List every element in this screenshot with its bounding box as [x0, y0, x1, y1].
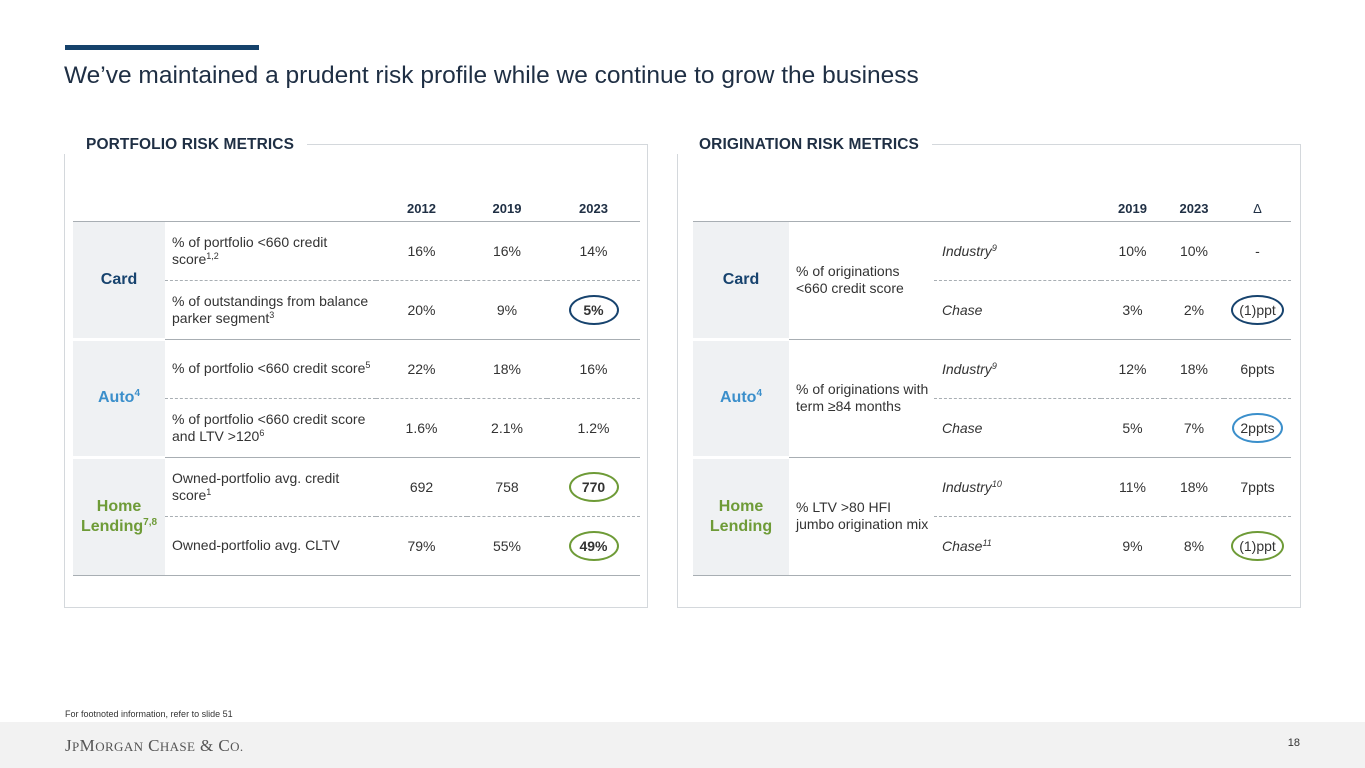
origination-header-row: 2019 2023 ∆	[693, 197, 1291, 222]
year-header: 2023	[1164, 197, 1224, 222]
value-cell: 20%	[376, 280, 467, 340]
metric-label: Owned-portfolio avg. credit score1	[165, 457, 376, 517]
metric-label: % of portfolio <660 credit score1,2	[165, 221, 376, 281]
value-cell: 9%	[467, 280, 547, 340]
metric-label: % LTV >80 HFI jumbo origination mix	[789, 457, 934, 576]
value-cell: 5%	[1101, 398, 1164, 458]
delta-cell: 6ppts	[1224, 339, 1291, 399]
year-header: 2019	[1101, 197, 1164, 222]
value-cell: 770	[547, 457, 640, 517]
value-cell: 11%	[1101, 457, 1164, 517]
category-card: Card	[73, 221, 165, 341]
origination-panel-title: ORIGINATION RISK METRICS	[677, 136, 932, 154]
table-row: Chase 5% 7% 2ppts	[693, 398, 1291, 458]
value-cell: 16%	[467, 221, 547, 281]
highlight-circle: (1)ppt	[1231, 530, 1284, 561]
table-row: Auto4 % of portfolio <660 credit score5 …	[73, 339, 640, 459]
source-label: Chase11	[934, 516, 1101, 576]
value-cell: 1.2%	[547, 398, 640, 458]
value-cell: 7%	[1164, 398, 1224, 458]
value-cell: 49%	[547, 516, 640, 576]
metric-label: % of portfolio <660 credit score and LTV…	[165, 398, 376, 458]
value-cell: 2%	[1164, 280, 1224, 340]
table-row: Auto4 % of originations with term ≥84 mo…	[693, 339, 1291, 459]
value-cell: 14%	[547, 221, 640, 281]
portfolio-risk-table: 2012 2019 2023 Card % of portfolio <660 …	[73, 197, 640, 576]
source-label: Chase	[934, 280, 1101, 340]
highlight-circle: 770	[568, 471, 619, 502]
delta-cell: (1)ppt	[1224, 280, 1291, 340]
table-row: Owned-portfolio avg. CLTV 79% 55% 49%	[73, 516, 640, 576]
portfolio-risk-panel: PORTFOLIO RISK METRICS 2012 2019 2023 Ca…	[64, 136, 648, 608]
highlight-circle: 2ppts	[1232, 412, 1283, 443]
table-row: % of portfolio <660 credit score and LTV…	[73, 398, 640, 458]
source-label: Chase	[934, 398, 1101, 458]
title-accent-bar	[65, 45, 259, 50]
value-cell: 10%	[1164, 221, 1224, 281]
delta-header: ∆	[1224, 197, 1291, 222]
source-label: Industry9	[934, 339, 1101, 399]
category-auto: Auto4	[693, 339, 789, 459]
value-cell: 2.1%	[467, 398, 547, 458]
value-cell: 8%	[1164, 516, 1224, 576]
value-cell: 758	[467, 457, 547, 517]
category-home-lending: Home Lending7,8	[73, 457, 165, 576]
value-cell: 16%	[376, 221, 467, 281]
portfolio-panel-title: PORTFOLIO RISK METRICS	[64, 136, 308, 154]
value-cell: 18%	[1164, 339, 1224, 399]
value-cell: 3%	[1101, 280, 1164, 340]
origination-risk-table: 2019 2023 ∆ Card % of originations <660 …	[693, 197, 1291, 576]
source-label: Industry10	[934, 457, 1101, 517]
metric-label: % of portfolio <660 credit score5	[165, 339, 376, 399]
delta-cell: -	[1224, 221, 1291, 281]
value-cell: 16%	[547, 339, 640, 399]
year-header: 2019	[467, 197, 547, 222]
table-row: Card % of originations <660 credit score…	[693, 221, 1291, 341]
highlight-circle: 49%	[568, 530, 619, 561]
metric-label: % of originations <660 credit score	[789, 221, 934, 340]
footnote: For footnoted information, refer to slid…	[65, 709, 233, 719]
origination-risk-panel: ORIGINATION RISK METRICS 2019 2023 ∆ Car…	[677, 136, 1301, 608]
highlight-circle: (1)ppt	[1231, 294, 1284, 325]
delta-cell: 7ppts	[1224, 457, 1291, 517]
table-row: Home Lending7,8 Owned-portfolio avg. cred…	[73, 457, 640, 576]
value-cell: 9%	[1101, 516, 1164, 576]
category-home-lending: Home Lending	[693, 457, 789, 576]
value-cell: 22%	[376, 339, 467, 399]
value-cell: 18%	[467, 339, 547, 399]
value-cell: 12%	[1101, 339, 1164, 399]
value-cell: 10%	[1101, 221, 1164, 281]
company-logo: JPMORGAN CHASE & CO.	[65, 736, 244, 755]
value-cell: 692	[376, 457, 467, 517]
page-title: We’ve maintained a prudent risk profile …	[64, 62, 919, 89]
metric-label: % of originations with term ≥84 months	[789, 339, 934, 458]
metric-label: % of outstandings from balance parker se…	[165, 280, 376, 340]
value-cell: 1.6%	[376, 398, 467, 458]
metric-label: Owned-portfolio avg. CLTV	[165, 516, 376, 576]
highlight-circle: 5%	[568, 294, 619, 325]
table-row: Chase 3% 2% (1)ppt	[693, 280, 1291, 340]
category-auto: Auto4	[73, 339, 165, 459]
source-label: Industry9	[934, 221, 1101, 281]
table-row: Home Lending % LTV >80 HFI jumbo originat…	[693, 457, 1291, 576]
footer-bar: JPMORGAN CHASE & CO. 18	[0, 722, 1365, 768]
year-header: 2023	[547, 197, 640, 222]
value-cell: 5%	[547, 280, 640, 340]
table-row: Card % of portfolio <660 credit score1,2…	[73, 221, 640, 341]
table-row: Chase11 9% 8% (1)ppt	[693, 516, 1291, 576]
delta-cell: (1)ppt	[1224, 516, 1291, 576]
value-cell: 79%	[376, 516, 467, 576]
page-number: 18	[1287, 737, 1300, 749]
portfolio-header-row: 2012 2019 2023	[73, 197, 640, 222]
year-header: 2012	[376, 197, 467, 222]
table-row: % of outstandings from balance parker se…	[73, 280, 640, 340]
value-cell: 55%	[467, 516, 547, 576]
value-cell: 18%	[1164, 457, 1224, 517]
category-card: Card	[693, 221, 789, 341]
delta-cell: 2ppts	[1224, 398, 1291, 458]
